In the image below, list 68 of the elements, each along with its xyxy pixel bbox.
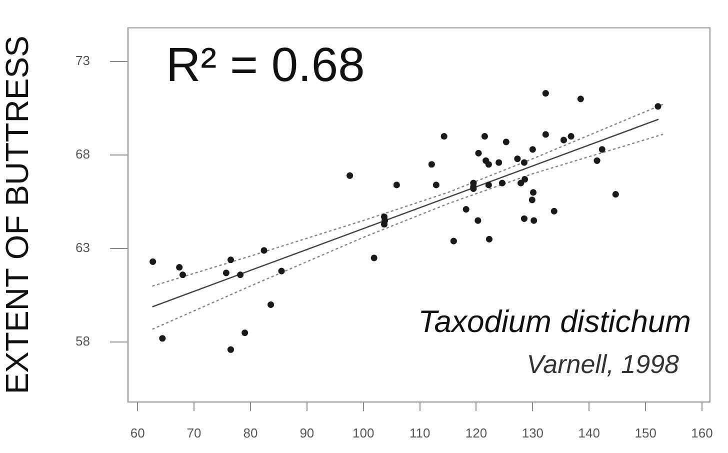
point — [346, 172, 354, 179]
point — [278, 268, 285, 274]
point — [227, 256, 234, 264]
point — [393, 182, 400, 188]
point — [176, 264, 183, 271]
point — [159, 335, 166, 342]
point — [550, 208, 558, 214]
point — [432, 182, 440, 188]
point — [521, 176, 528, 183]
x-tick-label: 130 — [522, 425, 544, 440]
annotation: R² = 0.68 — [166, 39, 365, 92]
x-tick-label: 110 — [409, 425, 430, 440]
y-tick-label: 58 — [76, 334, 90, 349]
x-tick-label: 90 — [300, 425, 314, 440]
x-tick-label: 140 — [578, 425, 600, 440]
point — [485, 182, 492, 188]
x-tick-label: 120 — [465, 425, 488, 440]
point — [568, 133, 574, 140]
point — [542, 131, 549, 138]
point — [227, 346, 234, 353]
point — [577, 96, 584, 102]
point — [520, 215, 528, 222]
x-tick-label: 80 — [243, 425, 258, 440]
point — [475, 150, 482, 156]
x-tick-label: 60 — [130, 425, 145, 440]
point — [179, 271, 186, 278]
point — [242, 329, 248, 336]
point — [222, 270, 230, 276]
point — [462, 206, 470, 213]
point — [268, 301, 274, 308]
point — [428, 161, 435, 168]
point — [474, 217, 482, 224]
point — [486, 236, 493, 243]
point — [529, 146, 536, 153]
point — [496, 159, 502, 166]
point — [370, 254, 378, 262]
point — [530, 189, 537, 196]
y-tick-label: 68 — [76, 146, 90, 162]
annotation: Taxodium distichum — [418, 304, 691, 339]
point — [560, 136, 568, 144]
annotation: Varnell, 1998 — [526, 349, 679, 379]
x-tick-label: 70 — [186, 425, 202, 440]
point — [260, 247, 268, 254]
point — [237, 271, 244, 278]
x-tick-label: 160 — [691, 425, 713, 440]
x-tick-label: 150 — [634, 425, 656, 440]
point — [450, 238, 457, 244]
point — [594, 157, 600, 164]
point — [598, 146, 606, 153]
point — [530, 217, 538, 224]
point — [485, 161, 492, 168]
point — [150, 258, 156, 265]
y-tick-label: 63 — [76, 240, 90, 256]
point — [514, 155, 521, 162]
point — [518, 180, 524, 186]
line-series — [152, 104, 664, 287]
point — [612, 191, 619, 198]
point — [520, 159, 528, 166]
point — [440, 133, 448, 140]
y-tick-label: 73 — [76, 53, 90, 68]
y-axis-title: EXTENT OF BUTTRESS — [0, 36, 36, 394]
x-tick-label: 100 — [352, 425, 374, 440]
point — [502, 138, 510, 146]
point — [498, 180, 506, 186]
point — [528, 196, 536, 204]
point — [481, 133, 488, 140]
point — [542, 90, 549, 97]
point — [654, 103, 662, 110]
